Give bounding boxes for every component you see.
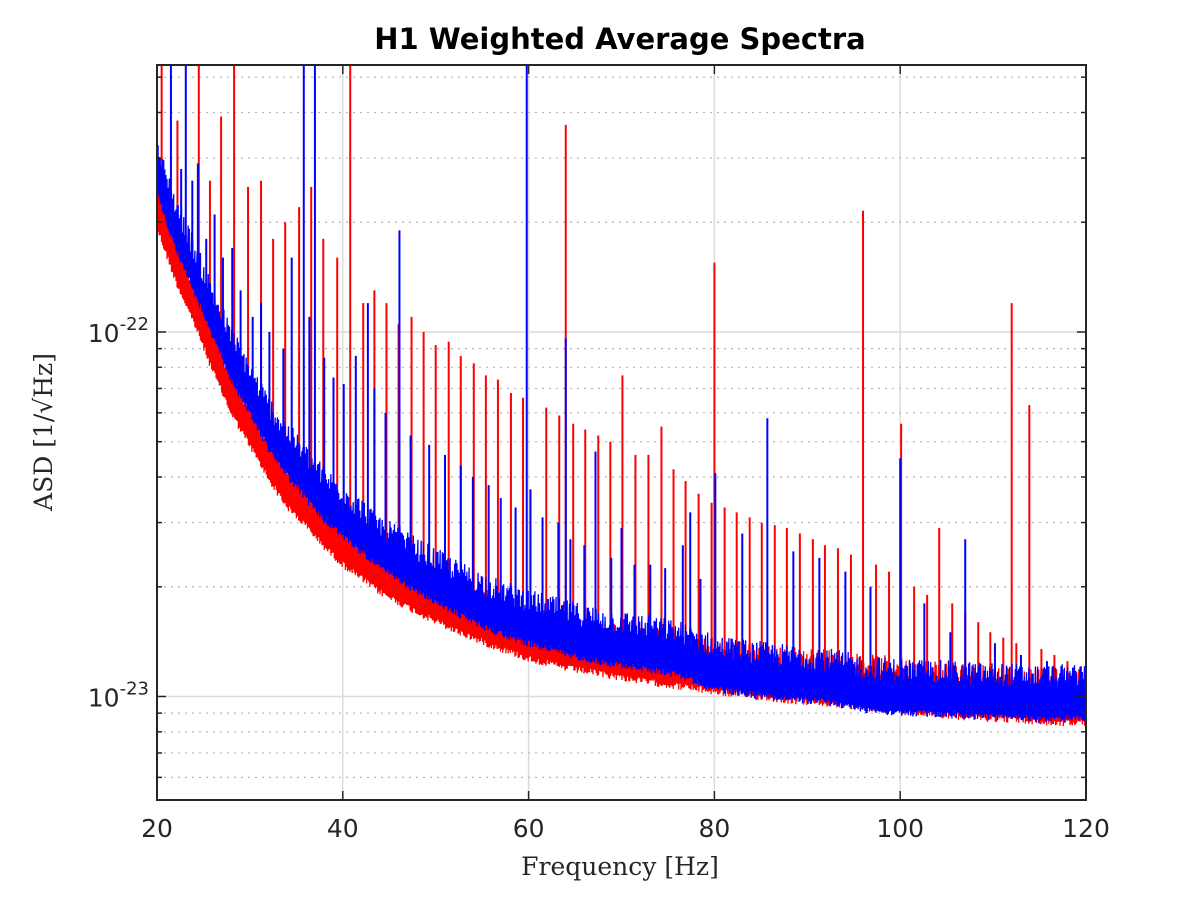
x-axis-ticks: 20 40 60 80 100 120 — [141, 65, 1110, 843]
y-tick-label-base: 10 — [88, 683, 120, 712]
y-tick-label: 10-22 — [88, 314, 149, 348]
y-tick-label-base: 10 — [88, 319, 120, 348]
chart-title: H1 Weighted Average Spectra — [374, 22, 866, 56]
x-tick-label: 120 — [1062, 814, 1110, 843]
y-tick-label-exponent: -22 — [120, 314, 149, 335]
series-layer — [156, 65, 1087, 727]
y-axis-label: ASD [1/√Hz] — [29, 353, 58, 512]
plot-frame — [156, 64, 1087, 801]
y-tick-label-exponent: -23 — [120, 678, 149, 699]
x-tick-label: 100 — [876, 814, 924, 843]
y-tick-label: 10-23 — [88, 678, 149, 712]
x-tick-label: 80 — [698, 814, 730, 843]
x-tick-label: 20 — [141, 814, 173, 843]
x-tick-label: 60 — [513, 814, 545, 843]
x-axis-label: Frequency [Hz] — [521, 852, 719, 881]
x-tick-label: 40 — [327, 814, 359, 843]
